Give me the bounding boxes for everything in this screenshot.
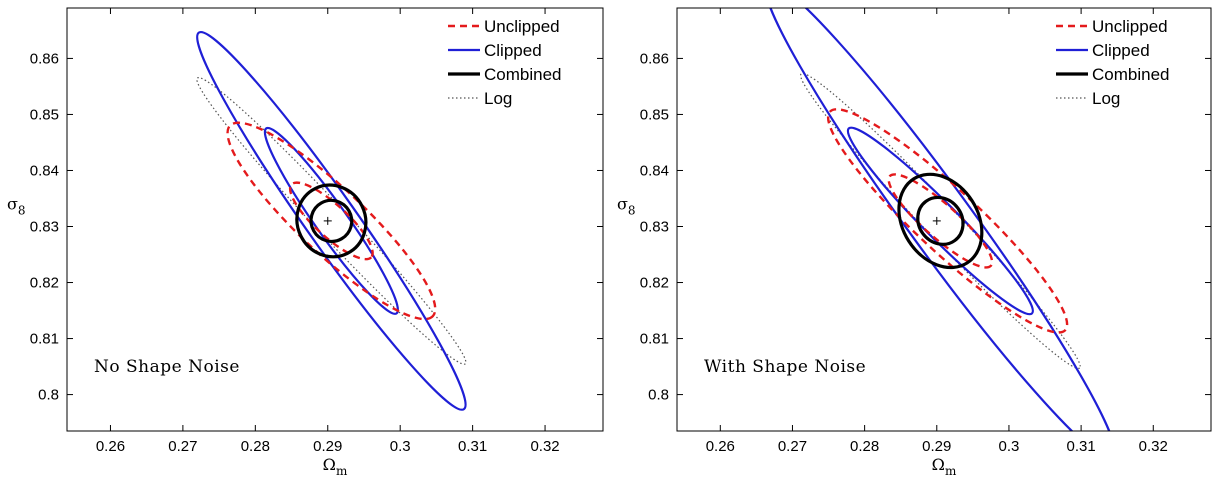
x-axis-label: Ωm [932,455,957,478]
y-axis-label-sub: 8 [18,204,26,218]
x-tick-label: 0.31 [1067,438,1096,455]
contour-clipped-1 [764,8,1117,431]
contour-combined-6 [916,195,965,246]
x-tick-label: 0.29 [313,438,342,455]
y-tick-label: 0.85 [30,106,59,123]
y-axis-label-main: σ [617,195,628,214]
y-tick-label: 0.81 [30,331,59,348]
y-tick-label: 0.86 [640,50,669,67]
contour-log-0 [196,77,467,365]
x-tick-label: 0.26 [706,438,735,455]
y-tick-label: 0.8 [648,387,669,404]
y-axis-label-sub: 8 [628,204,636,218]
plot-area [67,8,603,431]
contour-combined-6 [309,198,354,244]
y-tick-label: 0.86 [30,50,59,67]
contour-group [764,8,1117,431]
x-tick-label: 0.32 [1139,438,1168,455]
x-axis-label-sub: m [336,464,348,478]
y-tick-label: 0.8 [38,387,59,404]
x-tick-label: 0.31 [458,438,487,455]
contour-group [196,30,467,411]
y-tick-label: 0.83 [640,219,669,236]
axes-frame [676,7,1212,432]
legend-label-clipped: Clipped [1092,41,1150,60]
legend: Unclipped Clipped Combined Log [1056,17,1170,108]
legend-label-clipped: Clipped [484,41,542,60]
legend: Unclipped Clipped Combined Log [448,17,562,108]
x-tick-label: 0.28 [241,438,270,455]
legend-label-unclipped: Unclipped [1092,17,1168,36]
x-axis-label-main: Ω [323,455,336,474]
legend-label-unclipped: Unclipped [484,17,560,36]
legend-label-combined: Combined [1092,65,1170,84]
legend-label-combined: Combined [484,65,562,84]
x-axis-label-sub: m [945,464,957,478]
x-tick-label: 0.27 [778,438,807,455]
y-axis-label-main: σ [7,195,18,214]
y-tick-label: 0.84 [30,162,59,179]
contour-unclipped-4 [887,173,994,269]
fiducial-marker [932,216,941,225]
contour-combined-5 [295,183,368,259]
x-tick-label: 0.3 [999,438,1020,455]
contour-clipped-1 [196,30,467,411]
legend-label-log: Log [1092,89,1120,108]
y-tick-label: 0.85 [640,106,669,123]
y-tick-label: 0.82 [30,275,59,292]
plot-area [677,8,1211,431]
contour-unclipped-4 [288,181,374,261]
x-tick-label: 0.26 [96,438,125,455]
y-tick-label: 0.82 [640,275,669,292]
x-tick-label: 0.28 [850,438,879,455]
legend-label-log: Log [484,89,512,108]
fiducial-marker [323,216,332,225]
y-axis-label: σ8 [7,195,26,218]
x-axis-label: Ωm [323,455,348,478]
x-tick-label: 0.32 [530,438,559,455]
axes-frame [66,7,604,432]
chart-panel-1: 0.26 0.27 0.28 0.29 0.3 0.31 0.32 0.8 0.81 0.82 0.… [7,7,604,478]
y-axis-label: σ8 [617,195,636,218]
y-tick-label: 0.81 [640,331,669,348]
panel-annotation: No Shape Noise [94,357,240,377]
x-tick-label: 0.27 [168,438,197,455]
chart-panel-2: 0.26 0.27 0.28 0.29 0.3 0.31 0.32 0.8 0.81 0.82 0.… [617,7,1212,478]
y-tick-label: 0.84 [640,162,669,179]
contour-unclipped-3 [226,121,437,321]
x-axis-label-main: Ω [932,455,945,474]
contour-combined-5 [897,172,984,270]
x-tick-label: 0.29 [922,438,951,455]
x-tick-label: 0.3 [390,438,411,455]
y-tick-label: 0.83 [30,219,59,236]
panel-annotation: With Shape Noise [704,357,866,377]
